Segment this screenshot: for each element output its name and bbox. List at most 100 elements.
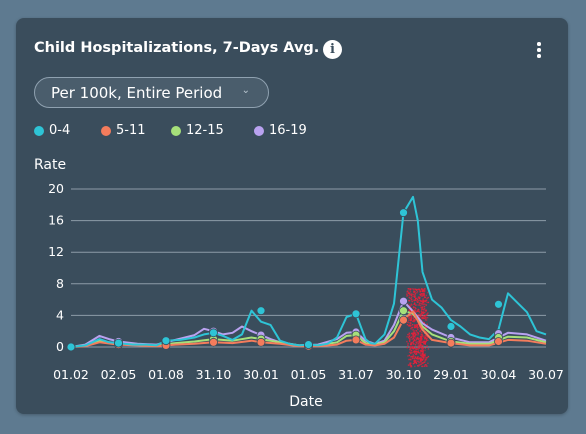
more-options-icon[interactable] (532, 40, 546, 60)
noise-speck (417, 288, 419, 291)
noise-speck (423, 300, 426, 302)
noise-speck (424, 343, 426, 345)
noise-speck (417, 365, 419, 367)
data-point[interactable] (351, 335, 361, 345)
noise-speck (413, 352, 416, 354)
noise-speck (409, 288, 412, 291)
noise-speck (419, 339, 421, 342)
noise-speck (419, 313, 421, 316)
noise-speck (412, 335, 414, 338)
noise-speck (409, 334, 411, 336)
x-tick-label: 29.01 (433, 367, 469, 382)
noise-speck (408, 354, 411, 357)
noise-speck (409, 364, 411, 366)
noise-speck (411, 299, 413, 301)
noise-speck (421, 290, 424, 293)
data-point[interactable] (399, 306, 408, 316)
data-point[interactable] (209, 337, 218, 347)
data-point[interactable] (399, 296, 408, 306)
noise-speck (410, 317, 412, 319)
data-point[interactable] (161, 336, 171, 346)
data-point[interactable] (304, 340, 313, 350)
noise-speck (420, 304, 422, 307)
noise-speck (407, 290, 409, 292)
info-icon[interactable]: i (323, 40, 342, 59)
noise-speck (425, 317, 427, 320)
data-point[interactable] (256, 337, 266, 347)
noise-speck (417, 343, 419, 345)
noise-speck (420, 339, 422, 341)
x-tick-label: 30.10 (386, 367, 422, 382)
noise-speck (422, 353, 425, 355)
noise-speck (411, 300, 413, 303)
noise-speck (417, 365, 420, 367)
noise-speck (417, 332, 419, 334)
data-point[interactable] (399, 315, 408, 325)
noise-speck (420, 303, 422, 305)
chart-title: Child Hospitalizations, 7-Days Avg. (34, 40, 320, 56)
noise-speck (421, 313, 423, 316)
noise-speck (410, 352, 412, 354)
noise-speck (409, 356, 412, 358)
noise-speck (420, 351, 422, 353)
data-point[interactable] (446, 338, 456, 348)
noise-speck (423, 308, 426, 310)
noise-speck (406, 340, 408, 343)
noise-speck (420, 355, 423, 357)
noise-speck (409, 338, 411, 340)
noise-speck (418, 311, 421, 313)
noise-speck (418, 344, 420, 347)
x-tick-label: 01.02 (53, 367, 89, 382)
legend-label: 0-4 (49, 123, 71, 138)
data-point[interactable] (256, 306, 266, 316)
noise-speck (414, 351, 416, 353)
noise-speck (409, 346, 411, 348)
noise-speck (413, 325, 416, 327)
noise-speck (418, 299, 420, 302)
noise-speck (422, 356, 425, 359)
data-point[interactable] (114, 338, 123, 348)
noise-speck (415, 307, 417, 310)
noise-speck (412, 324, 414, 326)
noise-speck (415, 348, 418, 351)
data-point[interactable] (209, 328, 218, 338)
noise-speck (420, 288, 422, 291)
noise-speck (421, 295, 423, 297)
data-point[interactable] (494, 299, 503, 309)
data-point[interactable] (399, 208, 408, 218)
noise-speck (408, 322, 410, 324)
noise-speck (419, 335, 422, 338)
noise-speck (420, 333, 422, 336)
noise-speck (414, 296, 416, 298)
noise-speck (426, 331, 428, 333)
noise-speck (412, 293, 414, 296)
noise-speck (416, 331, 418, 333)
data-point[interactable] (351, 309, 361, 319)
noise-speck (424, 355, 426, 357)
noise-speck (412, 357, 414, 360)
noise-speck (412, 307, 415, 309)
legend-label: 5-11 (116, 123, 146, 138)
metric-dropdown[interactable]: Per 100k, Entire Period ⌄ (34, 77, 269, 108)
noise-speck (423, 293, 425, 295)
noise-speck (416, 289, 418, 291)
noise-speck (421, 356, 424, 358)
noise-speck (408, 335, 410, 338)
noise-speck (410, 293, 413, 295)
data-point[interactable] (66, 342, 76, 352)
noise-speck (414, 295, 416, 298)
noise-speck (427, 339, 429, 341)
noise-speck (426, 301, 428, 304)
chart-card: Child Hospitalizations, 7-Days Avg. i Pe… (16, 18, 568, 414)
noise-speck (414, 357, 416, 359)
noise-speck (414, 324, 416, 326)
noise-speck (421, 303, 423, 305)
noise-speck (425, 356, 427, 359)
noise-speck (419, 345, 421, 348)
data-point[interactable] (446, 322, 456, 331)
noise-speck (411, 338, 413, 341)
noise-speck (416, 337, 419, 339)
noise-speck (427, 362, 429, 364)
noise-speck (406, 291, 408, 293)
data-point[interactable] (494, 337, 503, 346)
